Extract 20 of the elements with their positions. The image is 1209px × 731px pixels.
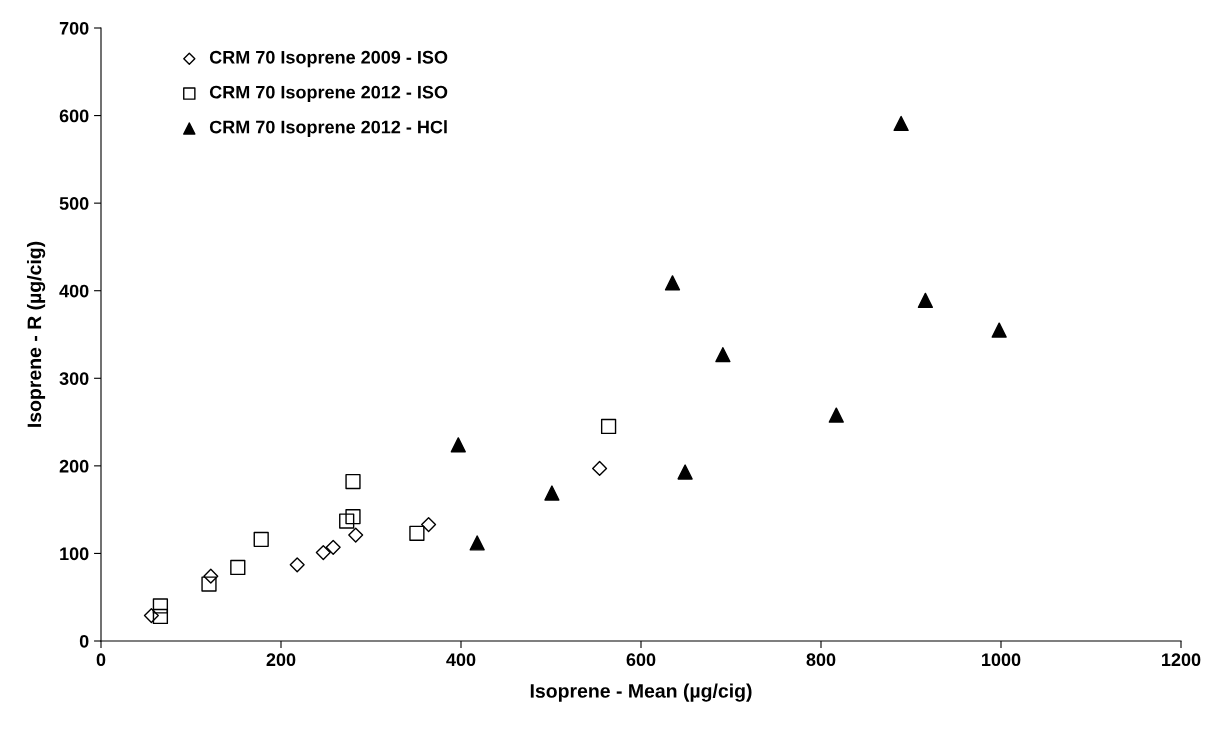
y-tick-label: 500 [59,197,89,210]
x-tick-label: 1200 [1162,653,1201,667]
y-tick-label: 400 [59,284,89,298]
y-tick-label: 700 [59,21,89,35]
legend-label: CRM 70 Isoprene 2012 - ISO [209,85,448,103]
legend-label: CRM 70 Isoprene 2009 - ISO [209,50,448,68]
x-tick-label: 1000 [982,653,1021,667]
legend-label: CRM 70 Isoprene 2012 - HCl [209,120,447,137]
y-axis-title: Isoprene - R (µg/cig) [26,241,46,427]
x-tick-label: 0 [96,653,106,667]
y-tick-label: 0 [79,634,89,648]
x-tick-label: 200 [266,653,296,667]
y-tick-label: 300 [59,372,89,386]
x-axis-title: Isoprene - Mean (µg/cig) [530,683,752,702]
y-tick-label: 100 [60,547,89,561]
x-tick-label: 400 [446,653,476,667]
y-tick-label: 200 [59,459,89,473]
y-tick-label: 600 [59,109,89,123]
x-tick-label: 600 [626,653,656,667]
x-tick-label: 800 [806,653,836,667]
